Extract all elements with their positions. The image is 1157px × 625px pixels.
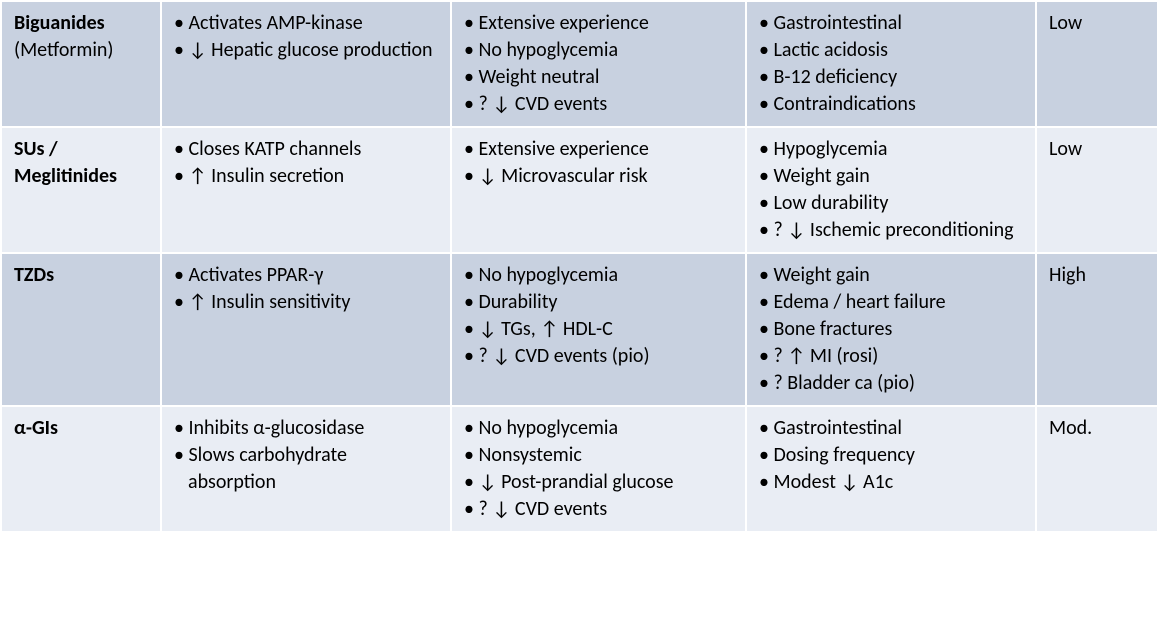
cell-mechanism: Closes KATP channels ↑ Insulin secretion [161,127,451,253]
list-item: ↓ Post-prandial glucose [464,469,733,496]
list-item: ↓ Microvascular risk [464,163,733,190]
bullet-list: No hypoglycemia Nonsystemic ↓ Post-prand… [464,415,733,523]
cell-disadvantages: Weight gain Edema / heart failure Bone f… [746,253,1036,406]
class-name: α-GIs [14,416,58,440]
cell-class: Biguanides (Metformin) [1,1,161,127]
bullet-list: Hypoglycemia Weight gain Low durability … [759,136,1023,244]
list-item: ? ↓ Ischemic preconditioning [759,217,1023,244]
list-item: Weight gain [759,262,1023,289]
cell-mechanism: Activates PPAR-γ ↑ Insulin sensitivity [161,253,451,406]
bullet-list: No hypoglycemia Durability ↓ TGs, ↑ HDL-… [464,262,733,370]
bullet-list: Gastrointestinal Dosing frequency Modest… [759,415,1023,496]
cell-class: SUs / Meglitinides [1,127,161,253]
class-subname: (Metformin) [14,38,114,62]
list-item: B-12 deficiency [759,64,1023,91]
bullet-list: Closes KATP channels ↑ Insulin secretion [174,136,438,190]
list-item: ? ↓ CVD events (pio) [464,343,733,370]
cost-value: Low [1049,11,1082,35]
cell-cost: Mod. [1036,406,1157,532]
cell-disadvantages: Gastrointestinal Dosing frequency Modest… [746,406,1036,532]
list-item: Weight neutral [464,64,733,91]
class-name: SUs / Meglitinides [14,137,117,188]
bullet-list: Gastrointestinal Lactic acidosis B-12 de… [759,10,1023,118]
list-item: Edema / heart failure [759,289,1023,316]
cell-class: TZDs [1,253,161,406]
cost-value: Mod. [1049,416,1092,440]
list-item: Hypoglycemia [759,136,1023,163]
bullet-list: Activates PPAR-γ ↑ Insulin sensitivity [174,262,438,316]
list-item: Extensive experience [464,10,733,37]
list-item: ? ↑ MI (rosi) [759,343,1023,370]
cell-advantages: No hypoglycemia Durability ↓ TGs, ↑ HDL-… [451,253,746,406]
cell-advantages: Extensive experience ↓ Microvascular ris… [451,127,746,253]
list-item: Extensive experience [464,136,733,163]
drug-class-table: Biguanides (Metformin) Activates AMP-kin… [0,0,1157,533]
list-item: Gastrointestinal [759,415,1023,442]
list-item: Dosing frequency [759,442,1023,469]
cell-class: α-GIs [1,406,161,532]
bullet-list: Inhibits α-glucosidase Slows carbohydrat… [174,415,438,496]
list-item: Contraindications [759,91,1023,118]
cost-value: High [1049,263,1086,287]
list-item: ? ↓ CVD events [464,496,733,523]
bullet-list: Weight gain Edema / heart failure Bone f… [759,262,1023,397]
list-item: Weight gain [759,163,1023,190]
list-item: No hypoglycemia [464,262,733,289]
list-item: Activates AMP-kinase [174,10,438,37]
cost-value: Low [1049,137,1082,161]
table-body: Biguanides (Metformin) Activates AMP-kin… [1,1,1157,532]
list-item: Closes KATP channels [174,136,438,163]
list-item: Modest ↓ A1c [759,469,1023,496]
cell-disadvantages: Gastrointestinal Lactic acidosis B-12 de… [746,1,1036,127]
cell-cost: Low [1036,127,1157,253]
cell-disadvantages: Hypoglycemia Weight gain Low durability … [746,127,1036,253]
list-item: Gastrointestinal [759,10,1023,37]
cell-advantages: Extensive experience No hypoglycemia Wei… [451,1,746,127]
list-item: ? Bladder ca (pio) [759,370,1023,397]
list-item: ↓ Hepatic glucose production [174,37,438,64]
list-item: Inhibits α-glucosidase [174,415,438,442]
cell-cost: Low [1036,1,1157,127]
list-item: Activates PPAR-γ [174,262,438,289]
class-name: TZDs [14,263,54,287]
list-item: Bone fractures [759,316,1023,343]
list-item: ↑ Insulin sensitivity [174,289,438,316]
list-item: No hypoglycemia [464,37,733,64]
list-item: ↑ Insulin secretion [174,163,438,190]
bullet-list: Activates AMP-kinase ↓ Hepatic glucose p… [174,10,438,64]
bullet-list: Extensive experience ↓ Microvascular ris… [464,136,733,190]
list-item: Nonsystemic [464,442,733,469]
list-item: Slows carbohydrate absorption [174,442,438,496]
bullet-list: Extensive experience No hypoglycemia Wei… [464,10,733,118]
table-row: TZDs Activates PPAR-γ ↑ Insulin sensitiv… [1,253,1157,406]
list-item: ↓ TGs, ↑ HDL-C [464,316,733,343]
list-item: Durability [464,289,733,316]
class-name: Biguanides [14,11,105,35]
list-item: ? ↓ CVD events [464,91,733,118]
table-row: SUs / Meglitinides Closes KATP channels … [1,127,1157,253]
cell-advantages: No hypoglycemia Nonsystemic ↓ Post-prand… [451,406,746,532]
list-item: Low durability [759,190,1023,217]
cell-mechanism: Activates AMP-kinase ↓ Hepatic glucose p… [161,1,451,127]
list-item: Lactic acidosis [759,37,1023,64]
cell-cost: High [1036,253,1157,406]
list-item: No hypoglycemia [464,415,733,442]
table-row: Biguanides (Metformin) Activates AMP-kin… [1,1,1157,127]
cell-mechanism: Inhibits α-glucosidase Slows carbohydrat… [161,406,451,532]
table-row: α-GIs Inhibits α-glucosidase Slows carbo… [1,406,1157,532]
